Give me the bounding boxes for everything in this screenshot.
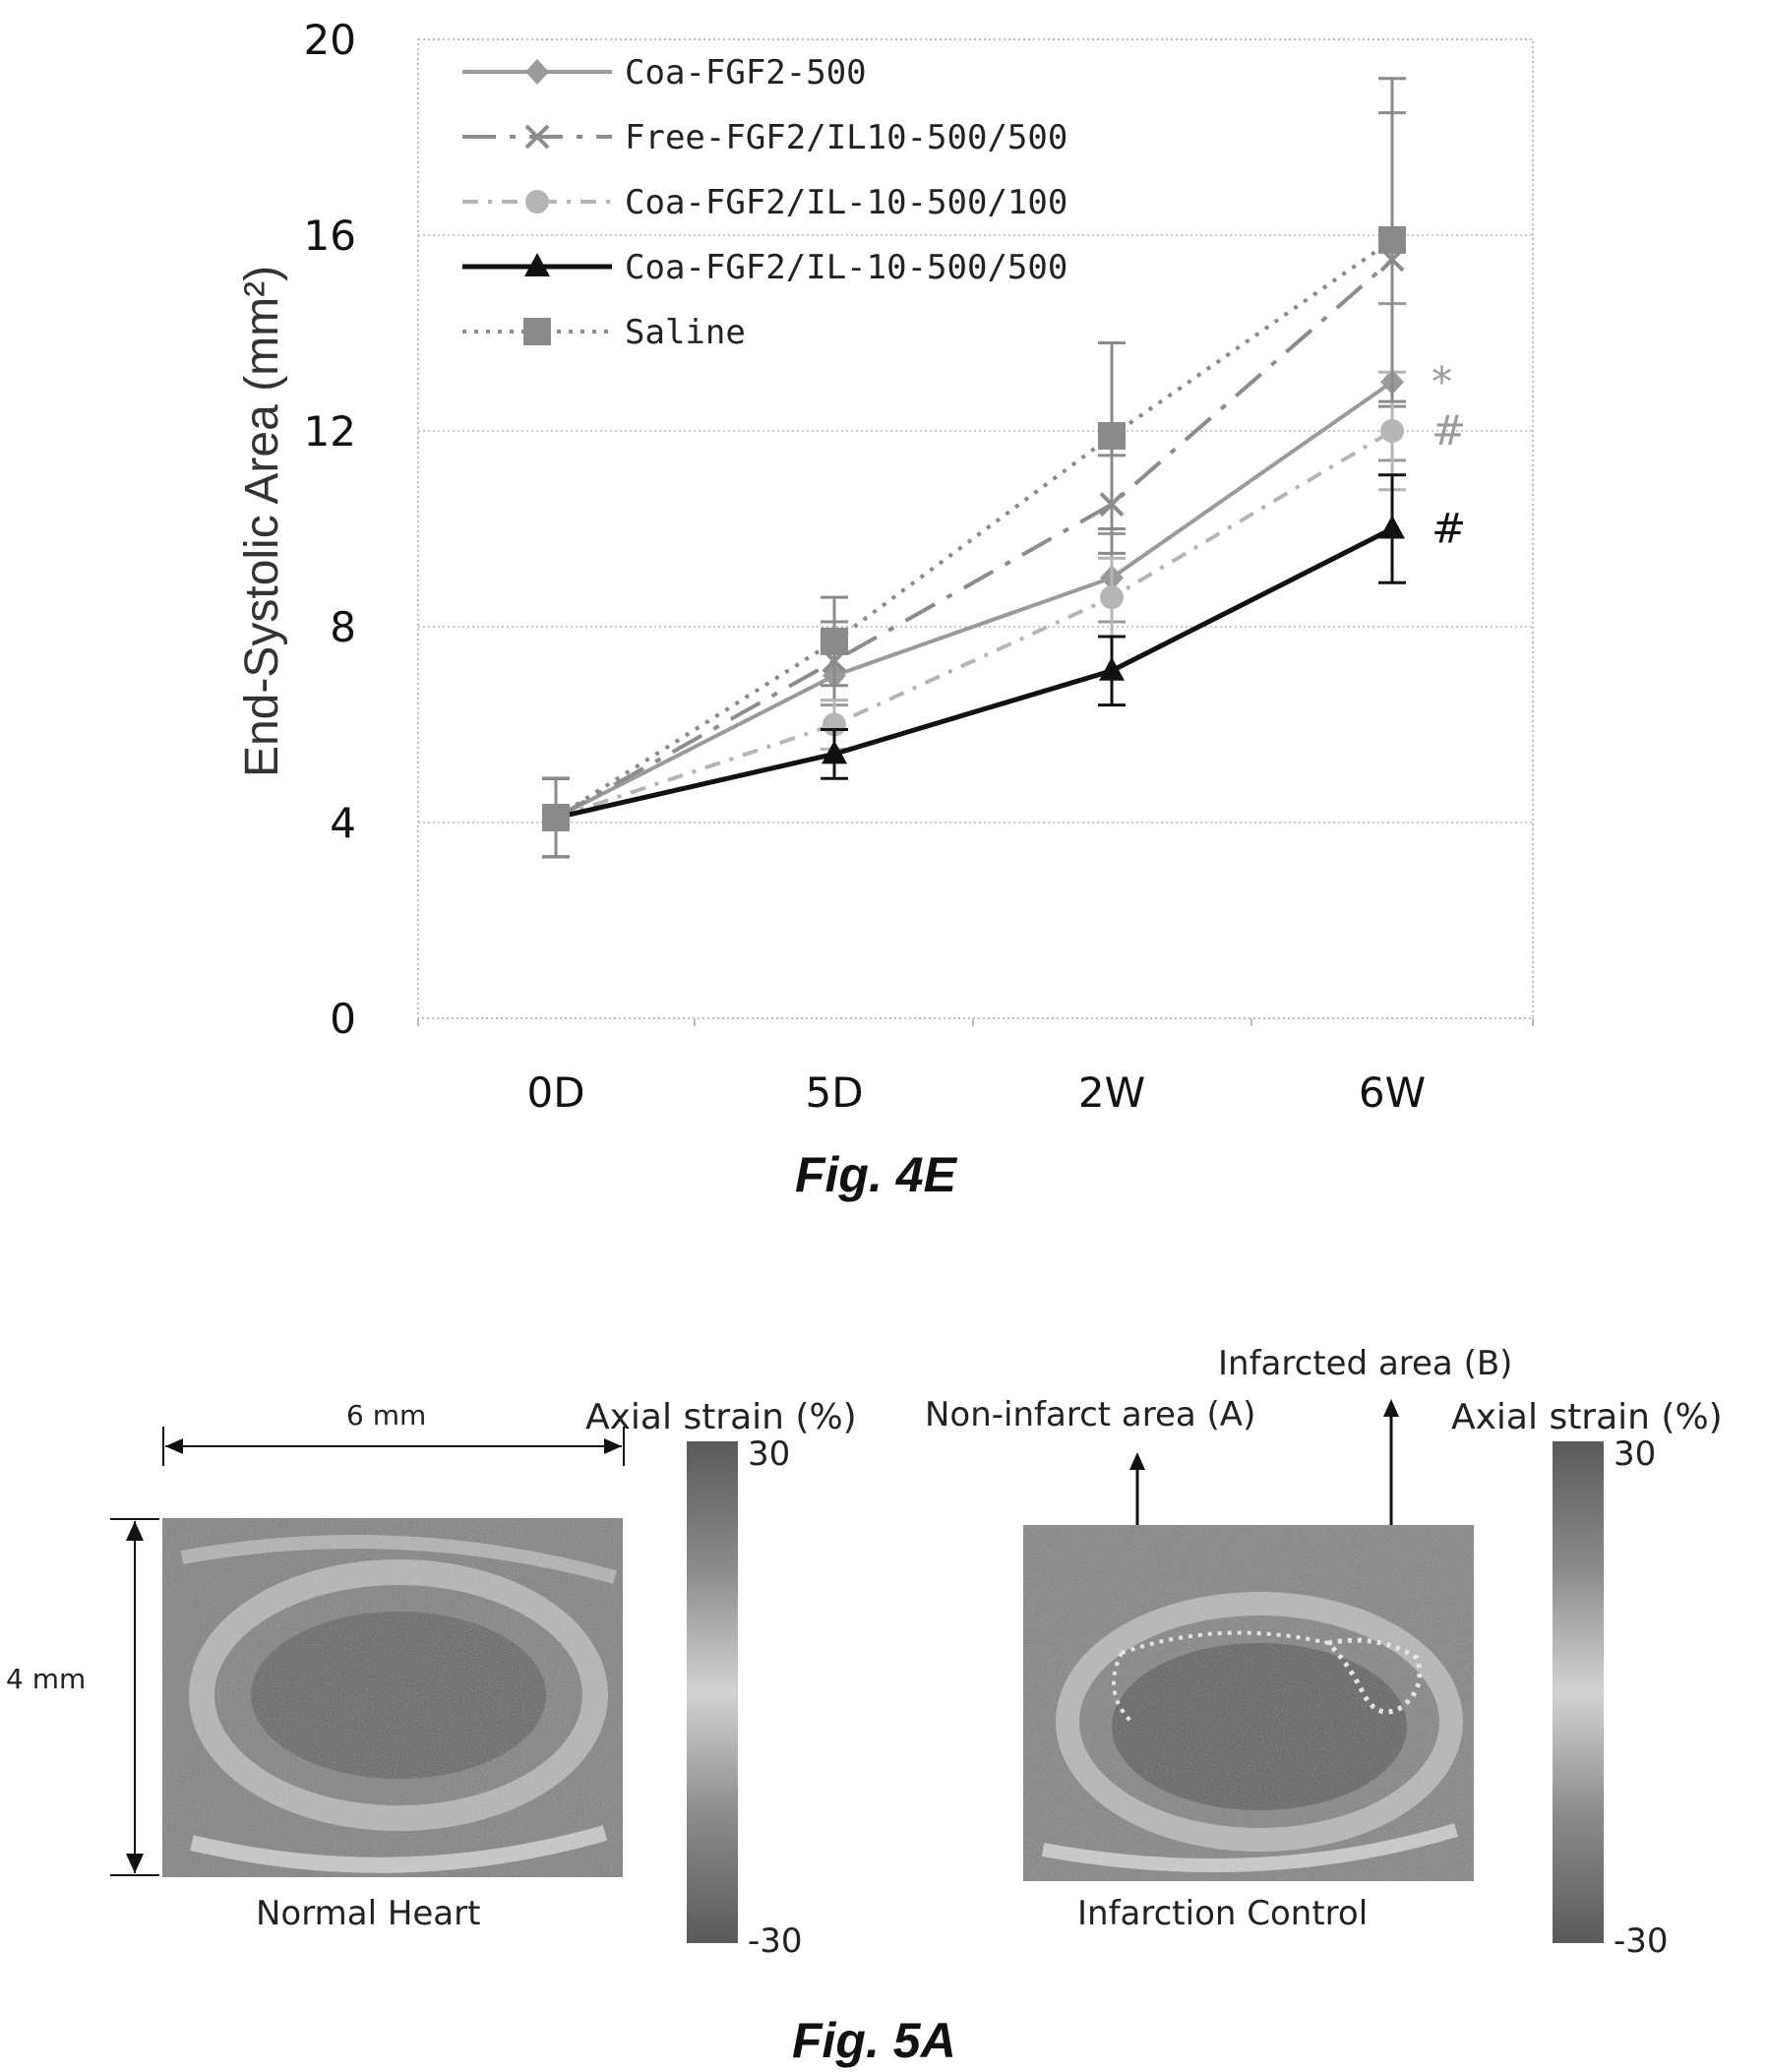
- normal-heart-strain-image: [162, 1518, 623, 1877]
- significance-mark: #: [1432, 505, 1466, 553]
- significance-mark: #: [1432, 406, 1466, 455]
- data-point: [524, 253, 550, 276]
- series-1: [542, 111, 1406, 859]
- right-colorbar-min: -30: [1614, 1921, 1669, 1961]
- y-axis-label: End-Systolic Area (mm²): [236, 266, 288, 777]
- end-systolic-area-chart: End-Systolic Area (mm²) 0 4 8 12 16 20 0D 5D 2W 6…: [236, 16, 1534, 1117]
- series-line: [555, 380, 1394, 820]
- series-line: [555, 258, 1394, 820]
- data-point: [525, 59, 549, 85]
- legend: Coa-FGF2-500 Free-FGF2/IL10-500/500 Coa-FG…: [462, 53, 1067, 352]
- x-tick-label: 2W: [1078, 1068, 1145, 1117]
- infarcted-area-label: Infarcted area (B): [1218, 1344, 1513, 1383]
- width-dimension-arrow: [162, 1427, 625, 1466]
- fig-4e-caption: Fig. 4E: [795, 1147, 956, 1202]
- right-strain-colorbar: [1553, 1441, 1604, 1943]
- right-colorbar-max: 30: [1614, 1434, 1657, 1474]
- infarction-control-strain-image: [1023, 1525, 1474, 1881]
- right-colorbar-title: Axial strain (%): [1451, 1397, 1723, 1437]
- data-point: [1380, 419, 1404, 443]
- legend-label: Coa-FGF2-500: [625, 53, 867, 92]
- legend-label: Saline: [625, 313, 746, 352]
- width-dimension-label: 6 mm: [346, 1399, 427, 1432]
- series-4: [542, 77, 1406, 859]
- height-dimension-label: 4 mm: [6, 1663, 87, 1695]
- data-point: [523, 318, 551, 345]
- non-infarct-area-label: Non-infarct area (A): [925, 1395, 1256, 1434]
- data-point: [821, 627, 848, 655]
- left-strain-colorbar: [687, 1441, 738, 1943]
- series-line: [555, 429, 1394, 820]
- legend-label: Free-FGF2/IL10-500/500: [625, 118, 1067, 157]
- data-point: [524, 124, 550, 150]
- data-point: [1100, 585, 1124, 610]
- data-point: [542, 804, 570, 832]
- legend-label: Coa-FGF2/IL-10-500/500: [625, 248, 1067, 287]
- data-point: [525, 190, 549, 213]
- infarction-control-label: Infarction Control: [1077, 1894, 1369, 1933]
- y-tick-label: 12: [304, 407, 356, 456]
- normal-heart-label: Normal Heart: [256, 1894, 481, 1933]
- left-colorbar-max: 30: [748, 1434, 791, 1474]
- plot-frame: [417, 38, 1534, 1019]
- y-tick-label: 20: [304, 16, 356, 64]
- height-dimension-arrow: [110, 1518, 159, 1876]
- significance-mark: *: [1432, 357, 1452, 405]
- series-line: [555, 526, 1394, 821]
- data-point: [1379, 515, 1405, 539]
- left-colorbar-min: -30: [748, 1921, 803, 1961]
- data-point: [1098, 421, 1126, 450]
- data-point: [1378, 225, 1406, 254]
- series-3: #: [542, 473, 1466, 859]
- y-tick-label: 0: [330, 995, 356, 1043]
- y-tick-label: 16: [304, 212, 356, 260]
- x-tick-label: 6W: [1359, 1068, 1426, 1117]
- x-tick-label: 5D: [805, 1068, 863, 1117]
- legend-label: Coa-FGF2/IL-10-500/100: [625, 183, 1067, 222]
- left-colorbar-title: Axial strain (%): [585, 1397, 857, 1437]
- x-tick-label: 0D: [526, 1068, 584, 1117]
- y-tick-label: 8: [330, 603, 356, 651]
- data-point: [822, 740, 847, 764]
- data-point: [1099, 656, 1125, 681]
- fig-5a-caption: Fig. 5A: [792, 2013, 956, 2068]
- y-tick-label: 4: [330, 799, 356, 847]
- series-0: *: [542, 302, 1452, 859]
